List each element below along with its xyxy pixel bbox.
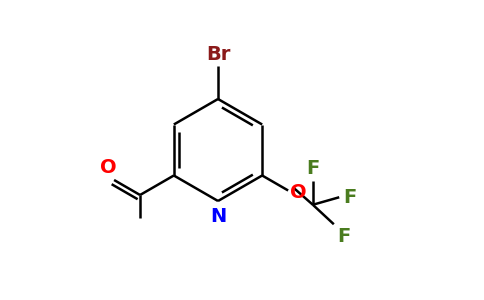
Text: F: F [306, 159, 319, 178]
Text: N: N [210, 207, 226, 226]
Text: Br: Br [206, 46, 230, 64]
Text: F: F [343, 188, 356, 207]
Text: O: O [289, 182, 306, 202]
Text: F: F [337, 227, 350, 246]
Text: O: O [100, 158, 117, 177]
